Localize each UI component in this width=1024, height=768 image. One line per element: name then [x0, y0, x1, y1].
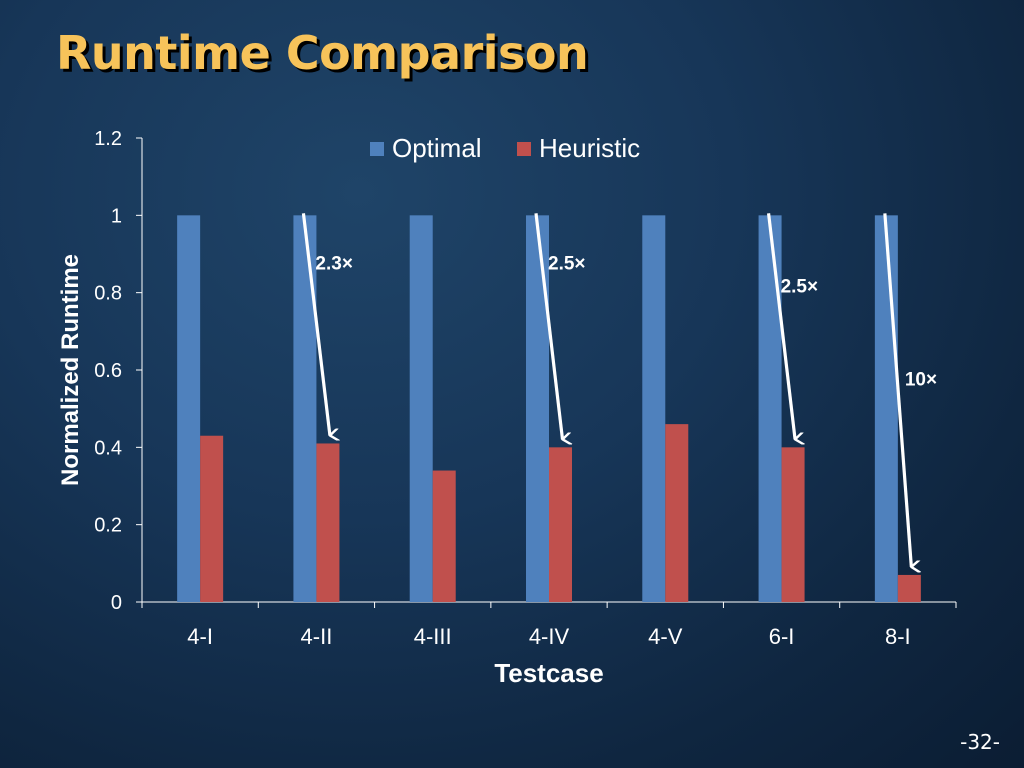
speedup-label-4-iv: 2.5× — [548, 253, 586, 274]
bar-heuristic-4-iii — [432, 470, 456, 602]
speedup-arrow-8-i — [883, 213, 912, 567]
speedup-arrow-4-iv — [534, 213, 563, 439]
speedup-label-6-i: 2.5× — [781, 277, 819, 298]
y-tick-label: 1 — [111, 205, 122, 227]
speedup-label-8-i: 10× — [905, 369, 937, 390]
legend-label-optimal: Optimal — [392, 133, 482, 163]
x-tick-label: 4-IV — [529, 624, 570, 649]
bar-heuristic-4-iv — [549, 447, 572, 602]
speedup-arrow-6-i — [766, 213, 796, 439]
x-tick-label: 4-V — [648, 624, 683, 649]
legend-swatch-optimal — [370, 142, 384, 156]
bar-optimal-4-ii — [293, 215, 317, 603]
x-axis-label: Testcase — [494, 658, 603, 688]
slide-title: Runtime Comparison — [56, 26, 589, 80]
x-tick-label: 4-I — [187, 624, 213, 649]
bar-optimal-4-iii — [409, 215, 433, 603]
y-tick-label: 0.2 — [94, 515, 122, 537]
bar-heuristic-4-ii — [316, 443, 340, 602]
bar-optimal-4-i — [177, 215, 201, 603]
speedup-arrow-4-ii — [301, 213, 330, 435]
bar-heuristic-8-i — [897, 574, 921, 602]
x-tick-label: 4-III — [414, 624, 452, 649]
speedup-label-4-ii: 2.3× — [315, 253, 353, 274]
bar-heuristic-4-v — [665, 424, 689, 602]
x-tick-label: 4-II — [301, 624, 333, 649]
bar-heuristic-4-i — [200, 435, 224, 602]
legend-label-heuristic: Heuristic — [539, 133, 640, 163]
y-tick-label: 1.2 — [94, 128, 122, 150]
legend-swatch-heuristic — [517, 142, 531, 156]
bar-optimal-8-i — [874, 215, 898, 603]
y-tick-label: 0 — [111, 592, 122, 614]
bar-optimal-4-iv — [526, 215, 549, 603]
bar-optimal-6-i — [758, 215, 782, 603]
bar-optimal-4-v — [642, 215, 666, 603]
bar-heuristic-6-i — [781, 447, 805, 602]
y-tick-label: 0.4 — [94, 437, 122, 459]
x-tick-label: 8-I — [885, 624, 911, 649]
y-tick-label: 0.6 — [94, 360, 122, 382]
y-tick-label: 0.8 — [94, 283, 122, 305]
y-axis-label: Normalized Runtime — [57, 254, 84, 486]
page-number: -32- — [960, 730, 1000, 754]
x-tick-label: 6-I — [769, 624, 795, 649]
